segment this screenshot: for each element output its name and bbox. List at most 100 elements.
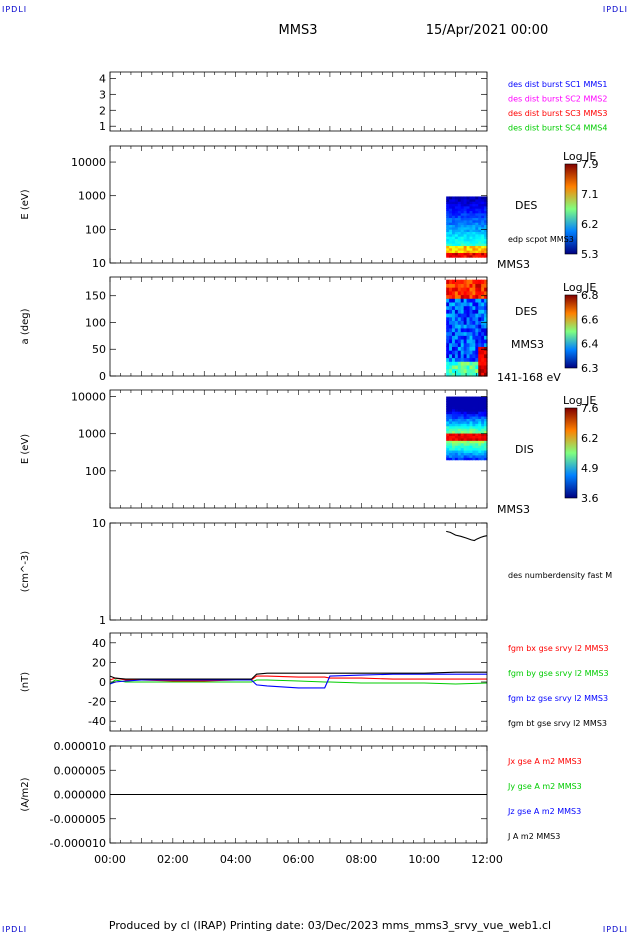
y-tick-label: 40	[92, 637, 106, 650]
spectrogram-cell	[478, 233, 482, 237]
spectrogram-cell	[454, 398, 459, 402]
spectrogram-cell	[454, 236, 459, 240]
spectrogram-cell	[484, 408, 488, 412]
spectrogram-cell	[454, 327, 459, 333]
spectrogram-cell	[449, 396, 453, 400]
spectrogram-cell	[454, 298, 459, 303]
spectrogram-cell	[457, 245, 462, 249]
spectrogram-cell	[472, 415, 476, 419]
spectrogram-cell	[449, 250, 453, 254]
spectrogram-cell	[469, 418, 474, 422]
spectrogram-cell	[449, 346, 453, 351]
y-tick-label: 3	[99, 88, 106, 101]
spectrogram-cell	[463, 346, 468, 351]
spectrogram-cell	[460, 254, 465, 258]
spectrogram-cell	[460, 290, 465, 296]
spectrogram-cell	[469, 203, 474, 207]
spectrogram-cell	[484, 210, 488, 214]
spectrogram-cell	[449, 420, 453, 424]
spectrogram-cell	[463, 236, 468, 240]
spectrogram-cell	[475, 215, 479, 219]
spectrogram-cell	[466, 250, 471, 254]
spectrogram-cell	[469, 324, 474, 329]
spectrogram-cell	[469, 247, 474, 251]
spectrogram-cell	[457, 208, 462, 212]
spectrogram-cell	[475, 423, 479, 427]
spectrogram-cell	[451, 353, 456, 359]
spectrogram-cell	[472, 408, 476, 412]
spectrogram-cell	[454, 415, 459, 419]
spectrogram-cell	[472, 279, 476, 284]
spectrogram-cell	[478, 346, 482, 351]
spectrogram-cell	[454, 452, 459, 456]
spectrogram-cell	[481, 338, 485, 344]
spectrogram-cell	[454, 408, 459, 412]
spectrogram-cell	[469, 420, 474, 424]
spectrogram-cell	[451, 368, 456, 373]
spectrogram-cell	[457, 428, 462, 432]
spectrogram-cell	[472, 361, 476, 366]
spectrogram-cell	[469, 233, 474, 237]
spectrogram-cell	[463, 313, 468, 318]
spectrogram-cell	[457, 430, 462, 434]
spectrogram-cell	[460, 212, 465, 216]
spectrogram-cell	[478, 219, 482, 223]
spectrogram-cell	[469, 457, 474, 461]
spectrogram-cell	[451, 208, 456, 212]
spectrogram-cell	[460, 252, 465, 256]
spectrogram-cell	[475, 219, 479, 223]
spectrogram-cell	[481, 440, 485, 444]
spectrogram-cell	[472, 217, 476, 221]
spectrogram-cell	[472, 226, 476, 230]
spectrogram-cell	[478, 226, 482, 230]
spectrogram-cell	[472, 283, 476, 288]
spectrogram-cell	[446, 350, 450, 355]
spectrogram-cell	[478, 309, 482, 314]
spectrogram-cell	[481, 287, 485, 292]
y-axis-label: E (eV)	[20, 189, 31, 219]
spectrogram-cell	[478, 205, 482, 209]
spectrogram-cell	[469, 210, 474, 214]
spectrogram-cell	[475, 372, 479, 377]
spectrogram-cell	[478, 224, 482, 228]
spectrogram-cell	[472, 440, 476, 444]
spectrogram-cell	[478, 196, 482, 200]
spectrogram-cell	[466, 287, 471, 292]
spectrogram-cell	[484, 350, 488, 355]
spectrogram-cell	[472, 313, 476, 318]
spectrogram-cell	[463, 435, 468, 439]
panel-2: Log JE7.9 7.1 6.2 5.3 10 100 1000 10000 E (eV) DE…	[20, 145, 599, 271]
spectrogram-cell	[484, 203, 488, 207]
spectrogram-cell	[481, 398, 485, 402]
colorbar-tick: 7.9	[581, 158, 599, 171]
panel-annotation: edp scpot MMS3	[508, 235, 574, 244]
spectrogram-cell	[472, 401, 476, 405]
spectrogram-cell	[457, 217, 462, 221]
spectrogram-cell	[449, 357, 453, 362]
spectrogram-cell	[446, 335, 450, 340]
spectrogram-cell	[472, 305, 476, 310]
spectrogram-cell	[463, 442, 468, 446]
spectrogram-cell	[463, 290, 468, 296]
y-tick-label: 2	[99, 104, 106, 117]
spectrogram-cell	[466, 442, 471, 446]
spectrogram-cell	[463, 254, 468, 258]
spectrogram-cell	[472, 229, 476, 233]
spectrogram-cell	[475, 287, 479, 292]
spectrogram-cell	[451, 222, 456, 226]
spectrogram-cell	[469, 452, 474, 456]
spectrogram-cell	[449, 224, 453, 228]
spectrogram-cell	[454, 226, 459, 230]
spectrogram-cell	[463, 364, 468, 370]
spectrogram-cell	[481, 305, 485, 310]
spectrogram-cell	[481, 447, 485, 451]
spectrogram-cell	[475, 432, 479, 436]
spectrogram-cell	[466, 335, 471, 340]
spectrogram-cell	[481, 342, 485, 347]
spectrogram-cell	[466, 201, 471, 205]
spectrogram-cell	[484, 247, 488, 251]
spectrogram-cell	[449, 413, 453, 417]
colorbar-tick: 5.3	[581, 248, 599, 261]
spectrogram-cell	[484, 364, 488, 370]
spectrogram-cell	[478, 215, 482, 219]
